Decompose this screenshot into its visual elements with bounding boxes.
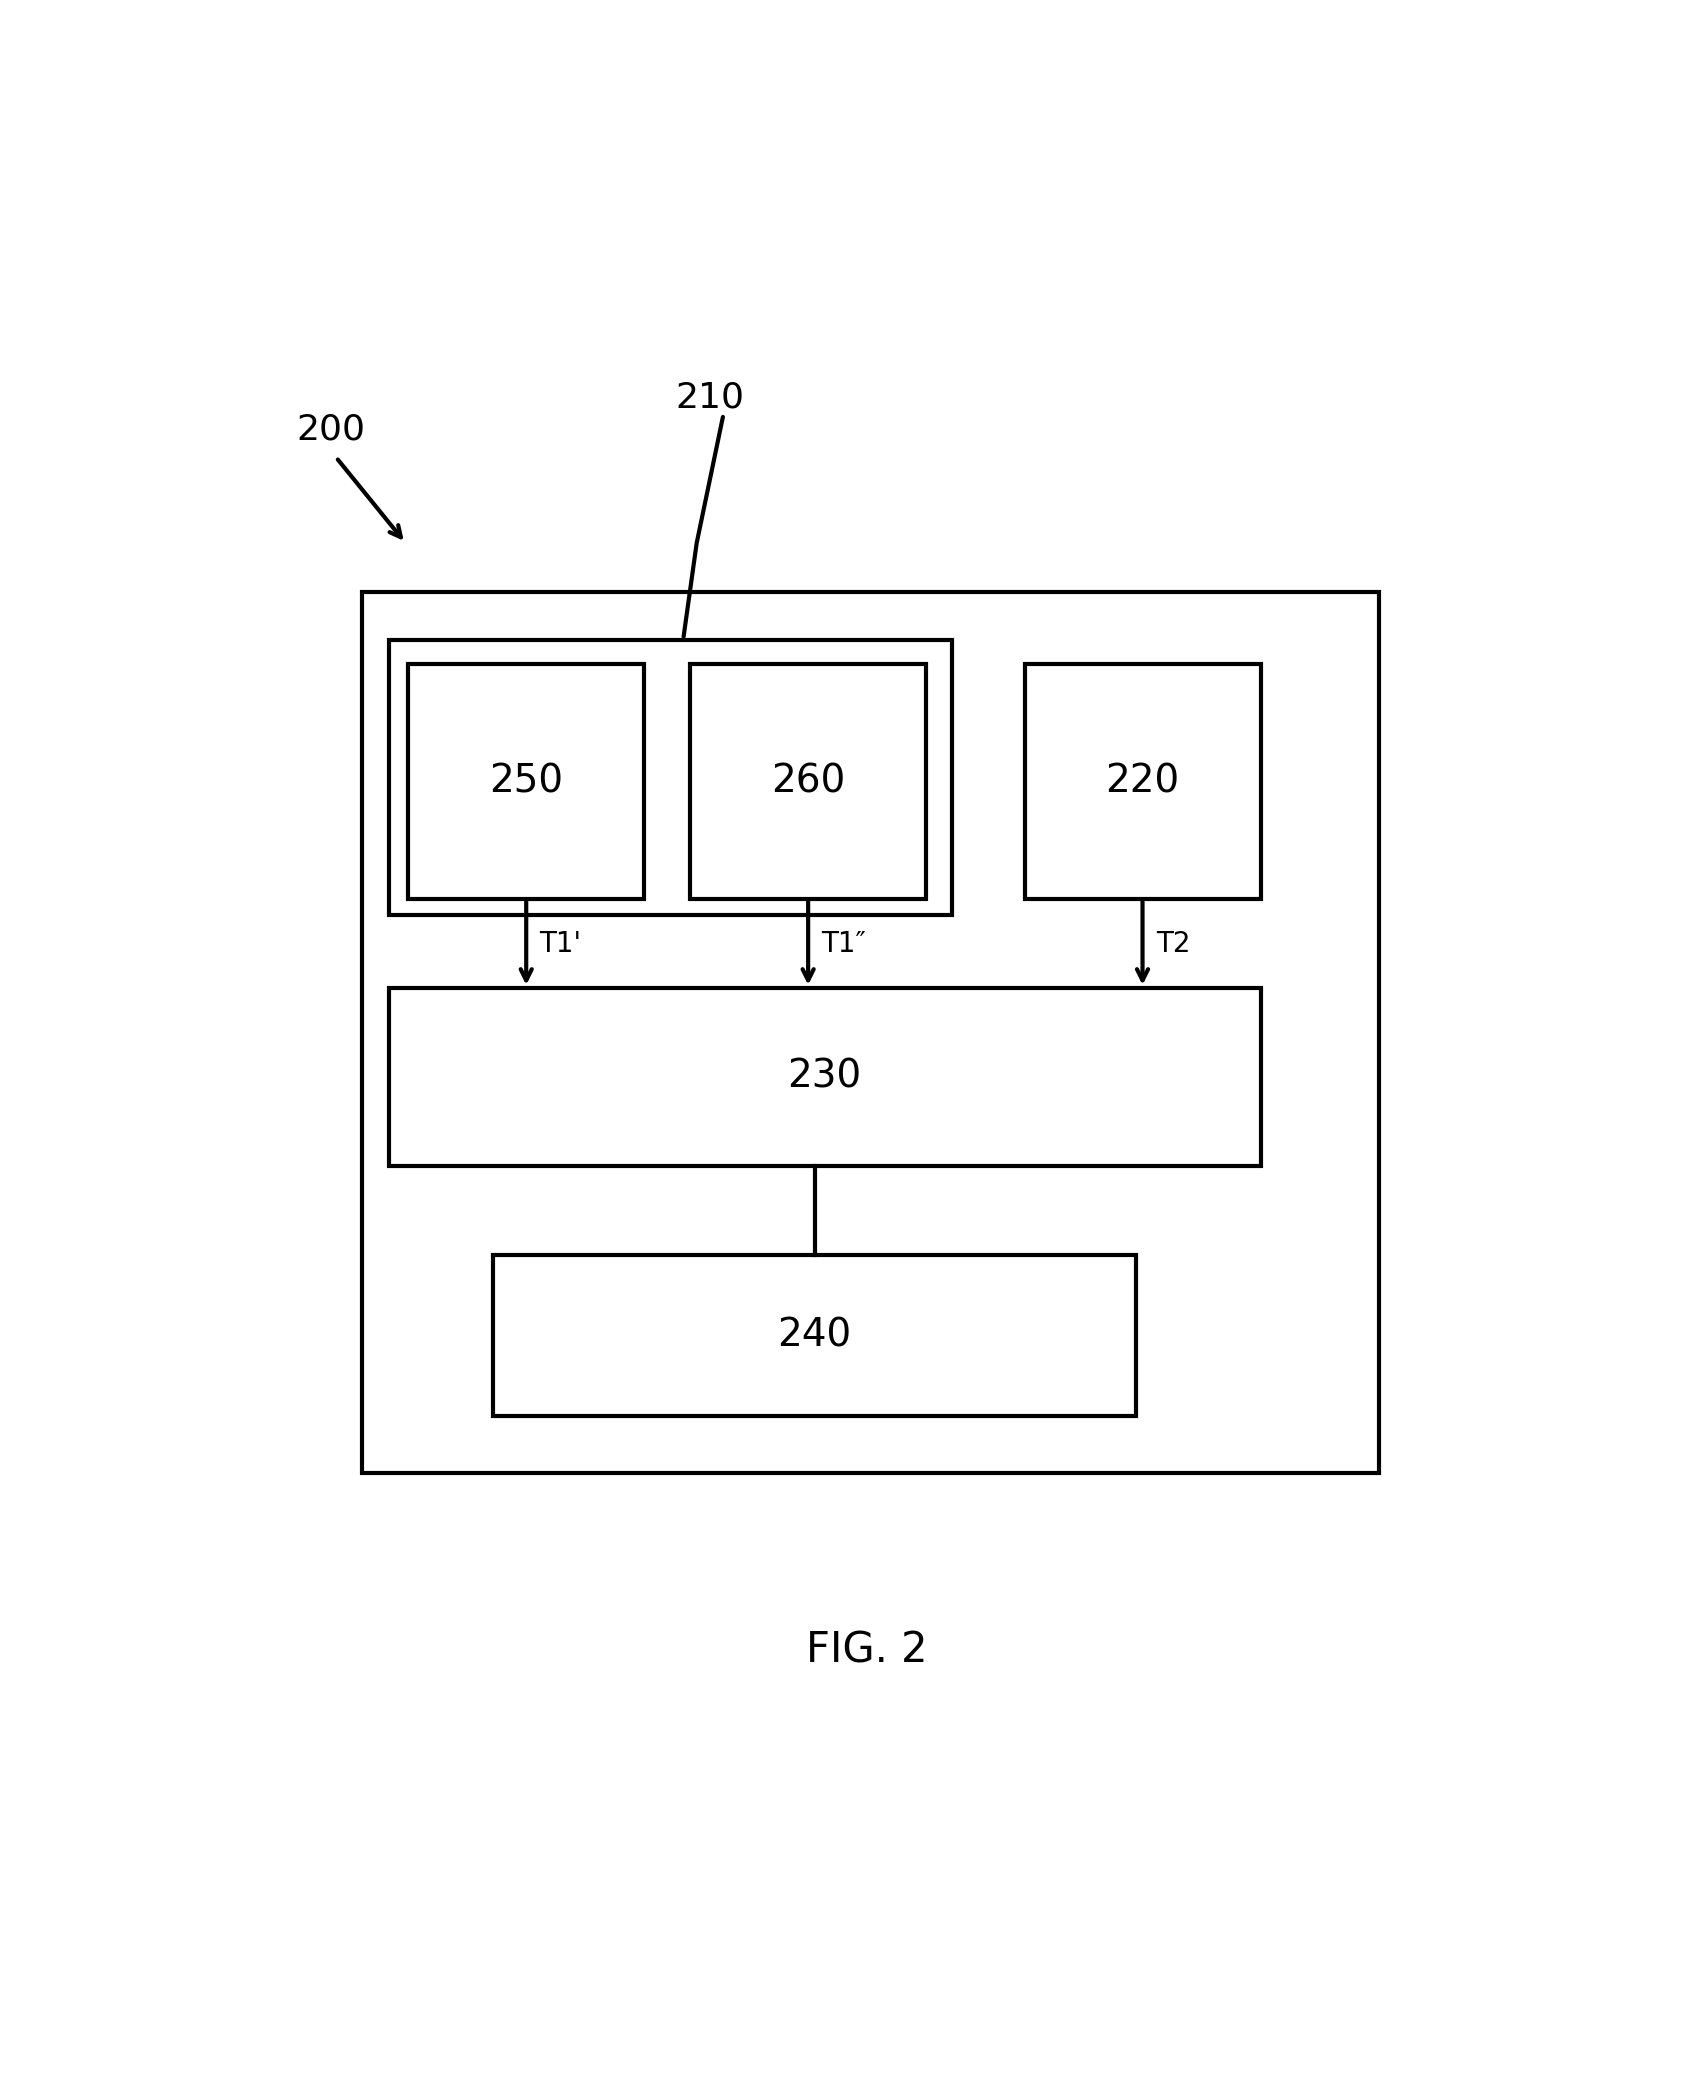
Text: T1″: T1″	[821, 930, 866, 958]
Text: 200: 200	[296, 414, 365, 447]
Bar	[362, 592, 1379, 1472]
Text: T2: T2	[1156, 930, 1189, 958]
Text: 220: 220	[1105, 762, 1179, 800]
Text: 240: 240	[778, 1317, 851, 1354]
Text: 250: 250	[489, 762, 563, 800]
Bar	[1024, 664, 1261, 899]
Text: 230: 230	[787, 1058, 861, 1096]
Text: T1': T1'	[540, 930, 582, 958]
Bar	[389, 987, 1261, 1166]
Text: 210: 210	[675, 380, 744, 414]
Bar	[494, 1254, 1135, 1415]
Text: 260: 260	[772, 762, 846, 800]
Bar	[690, 664, 926, 899]
Bar	[408, 664, 645, 899]
Bar	[389, 640, 953, 916]
Text: FIG. 2: FIG. 2	[807, 1630, 927, 1672]
